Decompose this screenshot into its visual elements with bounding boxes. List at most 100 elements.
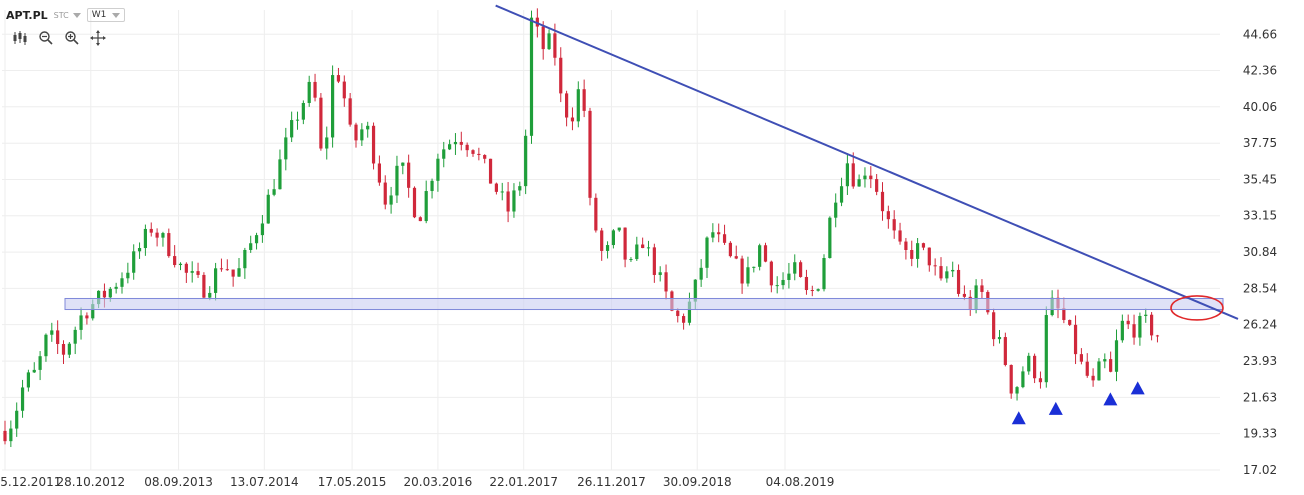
candle-body [886,211,890,220]
candle-body [641,244,645,249]
candle-body [758,245,762,267]
candle-body [114,286,118,289]
candle-body [898,230,902,242]
candle-body [278,159,282,190]
candle-body [79,315,83,330]
candle-body [389,195,393,205]
candle-body [1044,315,1048,383]
candle-body [1109,359,1113,372]
y-tick-label: 17.02 [1243,463,1277,477]
y-tick-label: 37.75 [1243,136,1277,150]
y-tick-label: 26.24 [1243,318,1277,332]
candle-body [407,162,411,188]
candle-body [951,269,955,272]
x-tick-label: 13.07.2014 [230,475,299,489]
candle-body [1009,364,1013,394]
trendline-line [495,4,1239,320]
y-tick-label: 30.84 [1243,245,1277,259]
candle-body [945,271,949,279]
candle-body [781,279,785,286]
candle-body [196,271,200,275]
candle-body [377,163,381,183]
candle-body [512,190,516,212]
ticker-label: APT.PL [6,8,48,22]
candle-body [383,182,387,205]
x-tick-label: 20.03.2016 [404,475,473,489]
candle-body [237,268,241,277]
chart-tools [12,30,106,46]
candle-body [810,290,814,292]
candlestick-series [3,8,1160,448]
candle-body [1150,314,1154,336]
x-tick-label: 30.09.2018 [663,475,732,489]
candle-body [752,266,756,268]
candle-body [740,258,744,284]
candle-body [26,372,30,388]
candle-body [137,248,142,252]
candle-body [682,316,686,323]
candle-body [395,165,399,196]
candle-body [623,227,627,260]
zoom-in-icon[interactable] [64,30,80,46]
candle-body [20,387,25,411]
candle-body [231,269,235,277]
candle-body [120,278,124,287]
timeframe-select[interactable]: W1 [86,8,126,22]
candle-body [1027,355,1031,372]
candle-body [799,262,803,277]
candle-body [173,256,177,266]
candle-body [646,247,651,249]
candles-icon[interactable] [12,30,28,46]
candle-body [1097,361,1101,381]
candle-body [617,227,621,231]
candle-body [1073,324,1078,355]
candle-body [342,81,346,99]
highlight-ellipse [1170,295,1224,321]
candle-body [869,175,873,180]
candle-body [243,249,247,269]
candle-body [728,242,732,257]
candle-body [524,135,528,187]
candle-body [178,263,183,266]
y-axis: 44.66 42.36 40.06 37.75 35.45 33.15 30.84 28.54… [1243,27,1277,477]
y-tick-label: 40.06 [1243,100,1277,114]
candle-body [401,162,405,166]
candle-body [442,149,446,159]
candle-body [676,310,680,317]
candle-body [149,228,153,233]
candle-body [44,334,48,357]
crosshair-icon[interactable] [90,30,106,46]
candle-body [1003,337,1007,365]
x-tick-label: 25.12.2011 [0,475,61,489]
candle-body [845,163,849,187]
candle-body [834,202,838,218]
x-tick-label: 08.09.2013 [144,475,213,489]
candle-body [494,183,498,192]
candle-body [155,232,159,238]
candle-body [290,120,294,138]
candle-body [9,428,13,442]
candle-body [1144,314,1148,316]
candle-body [921,243,926,248]
candle-body [167,233,171,257]
candle-body [260,223,264,236]
candle-body [875,179,879,192]
candle-body [61,343,66,355]
candle-body [851,163,855,187]
candle-body [711,232,715,238]
candle-body [1062,308,1066,320]
candle-body [892,219,896,231]
candle-body [132,251,136,273]
candle-body [576,89,580,122]
candle-body [360,129,364,141]
candle-body [529,17,534,136]
candle-body [652,247,656,275]
candle-body [974,285,978,310]
instrument-type-select[interactable]: STC [54,11,81,20]
candle-body [722,234,727,243]
candle-body [56,330,60,344]
candle-body [939,266,943,279]
zoom-out-icon[interactable] [38,30,54,46]
y-tick-label: 33.15 [1243,209,1277,223]
